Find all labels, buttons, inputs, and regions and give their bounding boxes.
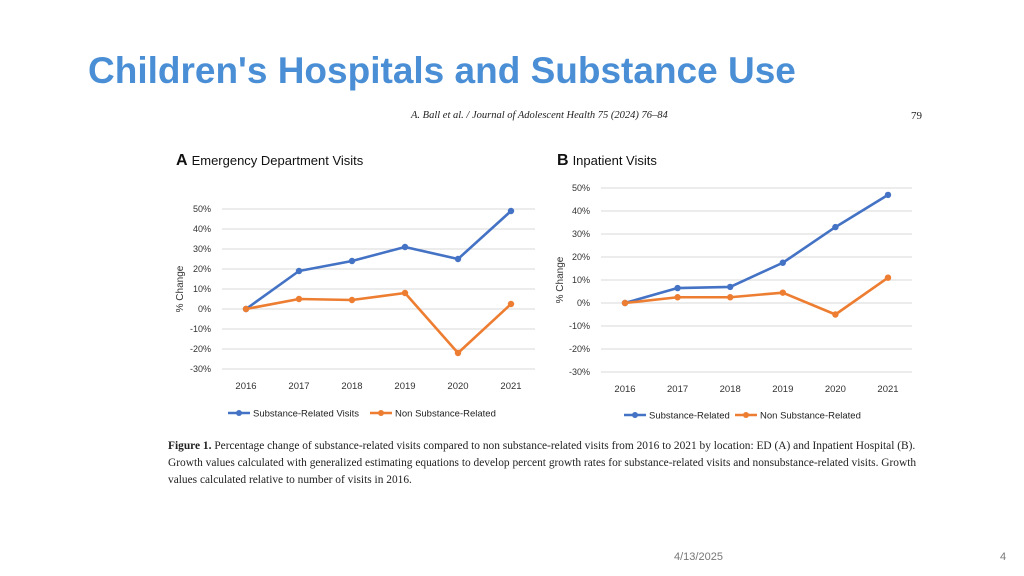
ed-data-point-non-substance	[295, 295, 303, 303]
ed-x-tick-label: 2020	[447, 381, 468, 392]
inpatient-data-point-substance	[832, 223, 839, 231]
inpatient-data-point-non-substance	[884, 274, 892, 281]
ed-y-tick-label: -10%	[190, 324, 211, 334]
inpatient-data-point-substance	[779, 259, 786, 266]
ed-y-tick-label: -30%	[190, 364, 211, 374]
inpatient-x-tick-label: 2020	[825, 384, 846, 395]
panel-a-title-text: Emergency Department Visits	[191, 153, 364, 168]
inpatient-y-tick-label: 0%	[577, 298, 590, 308]
ed-legend-swatch-marker	[378, 410, 384, 416]
ed-y-tick-label: 30%	[193, 244, 211, 254]
ed-data-point-non-substance	[454, 349, 462, 357]
ed-data-point-non-substance	[507, 300, 515, 308]
ed-data-point-substance	[348, 257, 356, 265]
panel-a-letter: A	[176, 152, 188, 169]
inpatient-y-tick-label: 50%	[572, 183, 590, 193]
inpatient-data-point-non-substance	[779, 289, 786, 296]
inpatient-series-line-substance	[624, 193, 889, 305]
inpatient-y-tick-label: -20%	[569, 344, 590, 354]
inpatient-data-point-non-substance	[832, 311, 839, 318]
inpatient-y-axis-label: % Change	[555, 256, 566, 303]
ed-x-tick-label: 2018	[341, 381, 362, 392]
inpatient-data-point-substance	[727, 283, 734, 291]
inpatient-y-tick-label: 10%	[572, 275, 590, 285]
inpatient-x-tick-label: 2016	[614, 384, 635, 395]
inpatient-data-point-substance	[884, 191, 892, 199]
ed-series-line-substance	[245, 210, 512, 311]
ed-data-point-non-substance	[401, 289, 409, 297]
figure-caption: Figure 1. Percentage change of substance…	[168, 438, 928, 489]
inpatient-y-tick-label: 40%	[572, 206, 590, 216]
ed-series-line-non-substance	[245, 291, 512, 355]
inpatient-data-point-non-substance	[674, 294, 681, 301]
footer-page-number: 4	[1000, 551, 1007, 563]
ed-y-tick-label: 20%	[193, 264, 211, 274]
panel-b-title: B Inpatient Visits	[557, 152, 657, 170]
ed-y-tick-label: -20%	[190, 344, 211, 354]
ed-y-tick-label: 50%	[193, 204, 211, 214]
inpatient-x-tick-label: 2019	[772, 384, 793, 395]
inpatient-legend-swatch-marker	[632, 412, 638, 418]
ed-x-tick-label: 2021	[500, 381, 521, 392]
ed-legend-label: Non Substance-Related	[395, 409, 496, 420]
ed-data-point-substance	[295, 267, 303, 275]
inpatient-x-tick-label: 2017	[667, 384, 688, 395]
ed-data-point-substance	[454, 255, 462, 263]
ed-x-tick-label: 2017	[288, 381, 309, 392]
caption-label: Figure 1.	[168, 440, 212, 452]
ed-data-point-non-substance	[348, 296, 356, 304]
ed-y-tick-label: 10%	[193, 284, 211, 294]
inpatient-legend-label: Non Substance-Related	[760, 411, 861, 422]
inpatient-series-line-non-substance	[624, 276, 889, 316]
journal-page-number: 79	[911, 110, 922, 122]
inpatient-y-tick-label: -10%	[569, 321, 590, 331]
ed-y-tick-label: 40%	[193, 224, 211, 234]
ed-y-tick-label: 0%	[198, 304, 211, 314]
inpatient-legend-swatch-marker	[743, 412, 749, 418]
slide-title: Children's Hospitals and Substance Use	[88, 50, 796, 91]
inpatient-data-point-non-substance	[621, 299, 629, 307]
inpatient-y-tick-label: 20%	[572, 252, 590, 262]
inpatient-y-tick-label: -30%	[569, 367, 590, 377]
ed-data-point-substance	[507, 207, 515, 215]
inpatient-data-point-non-substance	[727, 294, 734, 301]
journal-citation: A. Ball et al. / Journal of Adolescent H…	[411, 110, 668, 121]
caption-text: Percentage change of substance-related v…	[168, 440, 917, 486]
ed-y-axis-label: % Change	[175, 265, 186, 312]
ed-legend-label: Substance-Related Visits	[253, 409, 359, 420]
footer-date: 4/13/2025	[674, 551, 723, 563]
panel-b-title-text: Inpatient Visits	[572, 153, 657, 168]
inpatient-data-point-substance	[674, 284, 681, 292]
inpatient-x-tick-label: 2018	[720, 384, 741, 395]
ed-x-tick-label: 2016	[235, 381, 256, 392]
panel-a-title: A Emergency Department Visits	[176, 152, 363, 170]
inpatient-x-tick-label: 2021	[877, 384, 898, 395]
ed-data-point-substance	[401, 243, 409, 251]
ed-legend-swatch-marker	[236, 410, 242, 416]
panel-b-letter: B	[557, 152, 569, 169]
inpatient-legend-label: Substance-Related	[649, 411, 730, 422]
inpatient-y-tick-label: 30%	[572, 229, 590, 239]
ed-data-point-non-substance	[242, 305, 250, 313]
ed-x-tick-label: 2019	[394, 381, 415, 392]
